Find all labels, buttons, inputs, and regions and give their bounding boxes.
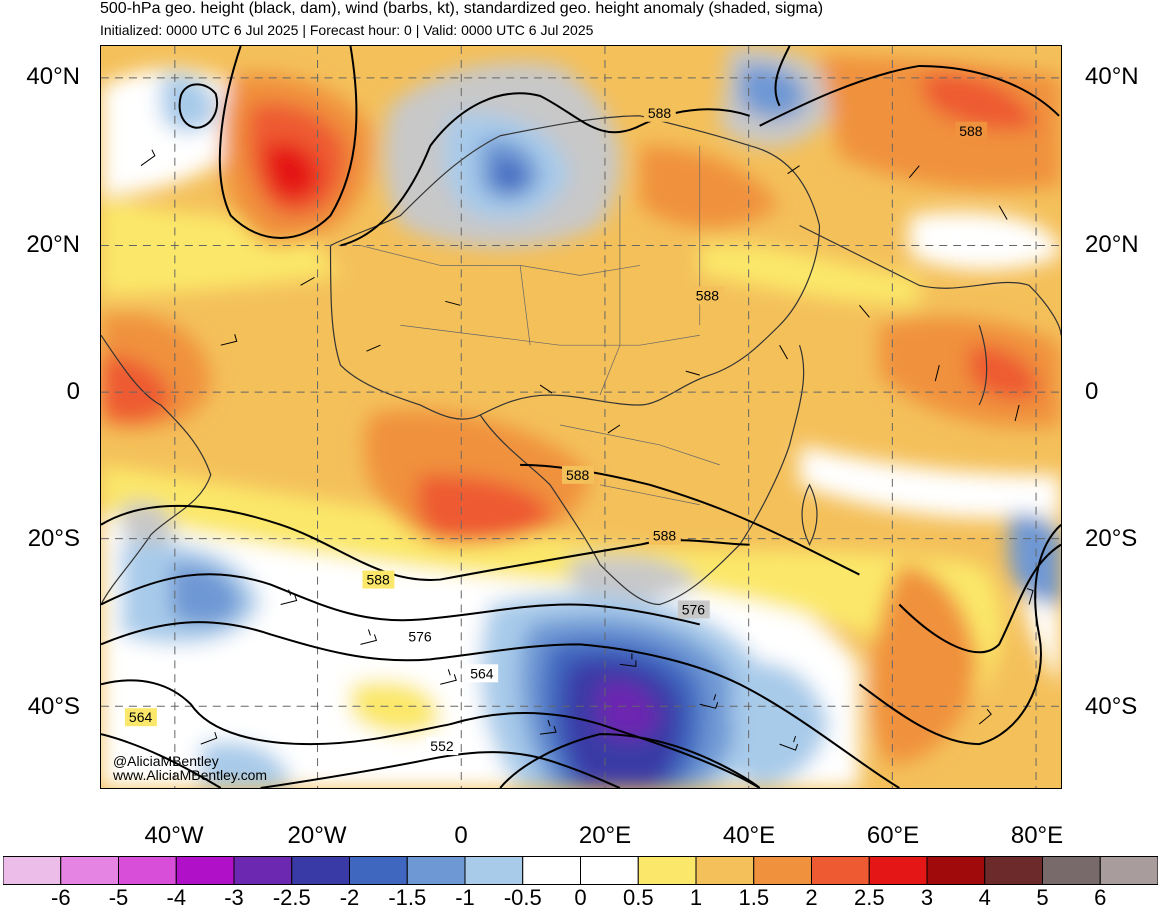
colorbar-swatch	[3, 856, 62, 885]
colorbar-swatch	[118, 856, 177, 885]
credit-url: www.AliciaMBentley.com	[112, 767, 267, 783]
contour-label: 564	[470, 665, 494, 681]
colorbar-swatch	[1042, 856, 1101, 885]
colorbar	[3, 856, 1158, 885]
colorbar-tick-label: -4	[166, 885, 187, 910]
lon-label-20e: 20°E	[578, 822, 632, 849]
colorbar-swatch	[1099, 856, 1158, 885]
colorbar-tick-label: 5	[1036, 885, 1049, 910]
colorbar-swatch	[811, 856, 870, 885]
colorbar-swatch	[868, 856, 928, 885]
colorbar-swatch	[984, 856, 1043, 885]
colorbar-swatch	[637, 856, 697, 885]
colorbar-tick-label: 2.5	[854, 885, 885, 910]
colorbar-swatch	[291, 856, 350, 885]
colorbar-tick-label: 6	[1094, 885, 1107, 910]
lat-label-40s-left: 40°S	[27, 693, 80, 720]
colorbar-tick-label: -3	[224, 885, 244, 910]
contour-label: 588	[696, 287, 720, 303]
colorbar-swatch	[175, 856, 235, 885]
lat-label-0-left: 0	[66, 378, 80, 405]
lon-label-80e: 80°E	[1010, 822, 1064, 849]
credit-handle: @AliciaMBentley	[113, 753, 219, 769]
lat-label-20s-left: 20°S	[27, 525, 80, 552]
colorbar-tick-label: 1.5	[738, 885, 770, 910]
colorbar-tick-label: 0	[574, 885, 587, 910]
colorbar-tick-label: 3	[920, 885, 934, 910]
lon-label-40w: 40°W	[144, 822, 204, 849]
colorbar-swatch	[753, 856, 812, 885]
colorbar-swatch	[695, 856, 755, 885]
map-title: 500-hPa geo. height (black, dam), wind (…	[100, 0, 824, 17]
colorbar-swatch	[580, 856, 639, 885]
height-contours	[101, 46, 1061, 788]
lat-label-40n-left: 40°N	[26, 63, 80, 90]
colorbar-tick-label: 4	[978, 885, 991, 910]
weather-map: 588 588 588 588 588 588 576 576 564 564 …	[100, 45, 1062, 789]
contour-label: 552	[430, 738, 454, 754]
lon-label-60e: 60°E	[866, 822, 920, 849]
contour-label: 588	[959, 123, 983, 139]
lat-label-40s-right: 40°S	[1085, 693, 1138, 720]
lon-label-0: 0	[454, 822, 468, 849]
lon-label-40e: 40°E	[722, 822, 776, 849]
contour-label: 576	[682, 601, 706, 617]
colorbar-swatch	[349, 856, 408, 885]
colorbar-swatch	[522, 856, 581, 885]
contour-labels: 588 588 588 588 588 588 576 576 564 564 …	[124, 103, 988, 756]
colorbar-tick-label: -1.5	[388, 885, 427, 910]
gridlines	[101, 46, 1061, 788]
contour-label: 576	[408, 628, 432, 644]
colorbar-swatch	[60, 856, 119, 885]
colorbar-tick-label: -5	[108, 885, 129, 910]
colorbar-tick-label: -0.5	[503, 885, 542, 910]
anomaly-shading	[101, 46, 1061, 788]
colorbar-tick-label: -6	[51, 885, 71, 910]
colorbar-swatch	[233, 856, 293, 885]
contour-label: 588	[648, 105, 672, 121]
contour-label: 588	[653, 528, 677, 544]
lat-label-20n-right: 20°N	[1085, 231, 1139, 258]
colorbar-swatch	[406, 856, 466, 885]
colorbar-swatch	[926, 856, 986, 885]
lat-label-20n-left: 20°N	[26, 231, 80, 258]
wind-barbs	[140, 149, 1034, 751]
colorbar-swatch	[464, 856, 524, 885]
colorbar-tick-label: 0.5	[623, 885, 654, 910]
lon-label-20w: 20°W	[287, 822, 347, 849]
lat-label-0-right: 0	[1085, 378, 1099, 405]
lat-label-20s-right: 20°S	[1085, 525, 1138, 552]
coastlines	[101, 115, 1061, 606]
colorbar-tick-label: 1	[689, 885, 703, 910]
colorbar-tick-label: -2.5	[272, 885, 311, 910]
contour-label: 588	[566, 467, 590, 483]
contour-label: 588	[366, 572, 390, 588]
colorbar-tick-label: -1	[455, 885, 475, 910]
lat-label-40n-right: 40°N	[1085, 63, 1139, 90]
map-subtitle: Initialized: 0000 UTC 6 Jul 2025 | Forec…	[100, 22, 594, 38]
colorbar-tick-label: 2	[805, 885, 818, 910]
colorbar-tick-label: -2	[339, 885, 360, 910]
contour-label: 564	[129, 709, 153, 725]
